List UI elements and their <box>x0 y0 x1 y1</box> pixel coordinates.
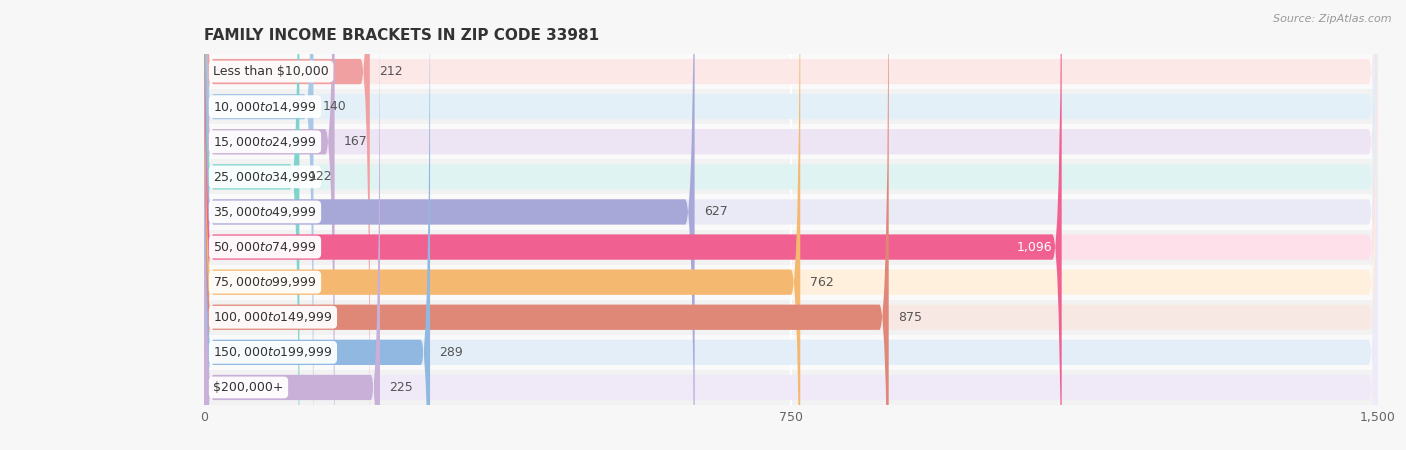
Text: 875: 875 <box>898 311 922 324</box>
Text: 167: 167 <box>344 135 368 148</box>
FancyBboxPatch shape <box>204 0 1378 450</box>
Bar <box>204 335 1378 370</box>
Text: $200,000+: $200,000+ <box>214 381 284 394</box>
FancyBboxPatch shape <box>204 0 1378 450</box>
Text: 212: 212 <box>380 65 402 78</box>
Text: 1,096: 1,096 <box>1017 241 1052 253</box>
FancyBboxPatch shape <box>204 0 1378 450</box>
Bar <box>204 124 1378 159</box>
Text: $10,000 to $14,999: $10,000 to $14,999 <box>214 99 316 114</box>
Text: Less than $10,000: Less than $10,000 <box>214 65 329 78</box>
FancyBboxPatch shape <box>204 0 1378 450</box>
FancyBboxPatch shape <box>204 0 335 450</box>
Text: 225: 225 <box>389 381 413 394</box>
Text: Source: ZipAtlas.com: Source: ZipAtlas.com <box>1274 14 1392 23</box>
FancyBboxPatch shape <box>204 0 1062 450</box>
FancyBboxPatch shape <box>204 0 370 450</box>
Bar <box>204 194 1378 230</box>
Text: 289: 289 <box>440 346 463 359</box>
Bar <box>204 265 1378 300</box>
FancyBboxPatch shape <box>204 0 889 450</box>
Text: FAMILY INCOME BRACKETS IN ZIP CODE 33981: FAMILY INCOME BRACKETS IN ZIP CODE 33981 <box>204 28 599 43</box>
Bar <box>204 54 1378 89</box>
Text: 762: 762 <box>810 276 834 288</box>
Text: $35,000 to $49,999: $35,000 to $49,999 <box>214 205 316 219</box>
Text: $25,000 to $34,999: $25,000 to $34,999 <box>214 170 316 184</box>
Text: 122: 122 <box>309 171 332 183</box>
FancyBboxPatch shape <box>204 0 1378 450</box>
Text: $100,000 to $149,999: $100,000 to $149,999 <box>214 310 333 324</box>
FancyBboxPatch shape <box>204 0 314 450</box>
Bar <box>204 159 1378 194</box>
Bar <box>204 370 1378 405</box>
FancyBboxPatch shape <box>204 0 430 450</box>
FancyBboxPatch shape <box>204 0 695 450</box>
Bar <box>204 300 1378 335</box>
FancyBboxPatch shape <box>204 0 1378 450</box>
Text: 627: 627 <box>704 206 728 218</box>
Text: $50,000 to $74,999: $50,000 to $74,999 <box>214 240 316 254</box>
Bar <box>204 89 1378 124</box>
Text: $15,000 to $24,999: $15,000 to $24,999 <box>214 135 316 149</box>
Text: $150,000 to $199,999: $150,000 to $199,999 <box>214 345 333 360</box>
FancyBboxPatch shape <box>204 0 1378 450</box>
Text: $75,000 to $99,999: $75,000 to $99,999 <box>214 275 316 289</box>
FancyBboxPatch shape <box>204 0 380 450</box>
Bar <box>204 230 1378 265</box>
FancyBboxPatch shape <box>204 0 1378 450</box>
FancyBboxPatch shape <box>204 0 1378 450</box>
FancyBboxPatch shape <box>204 0 299 450</box>
FancyBboxPatch shape <box>204 0 1378 450</box>
Text: 140: 140 <box>323 100 347 113</box>
FancyBboxPatch shape <box>204 0 800 450</box>
